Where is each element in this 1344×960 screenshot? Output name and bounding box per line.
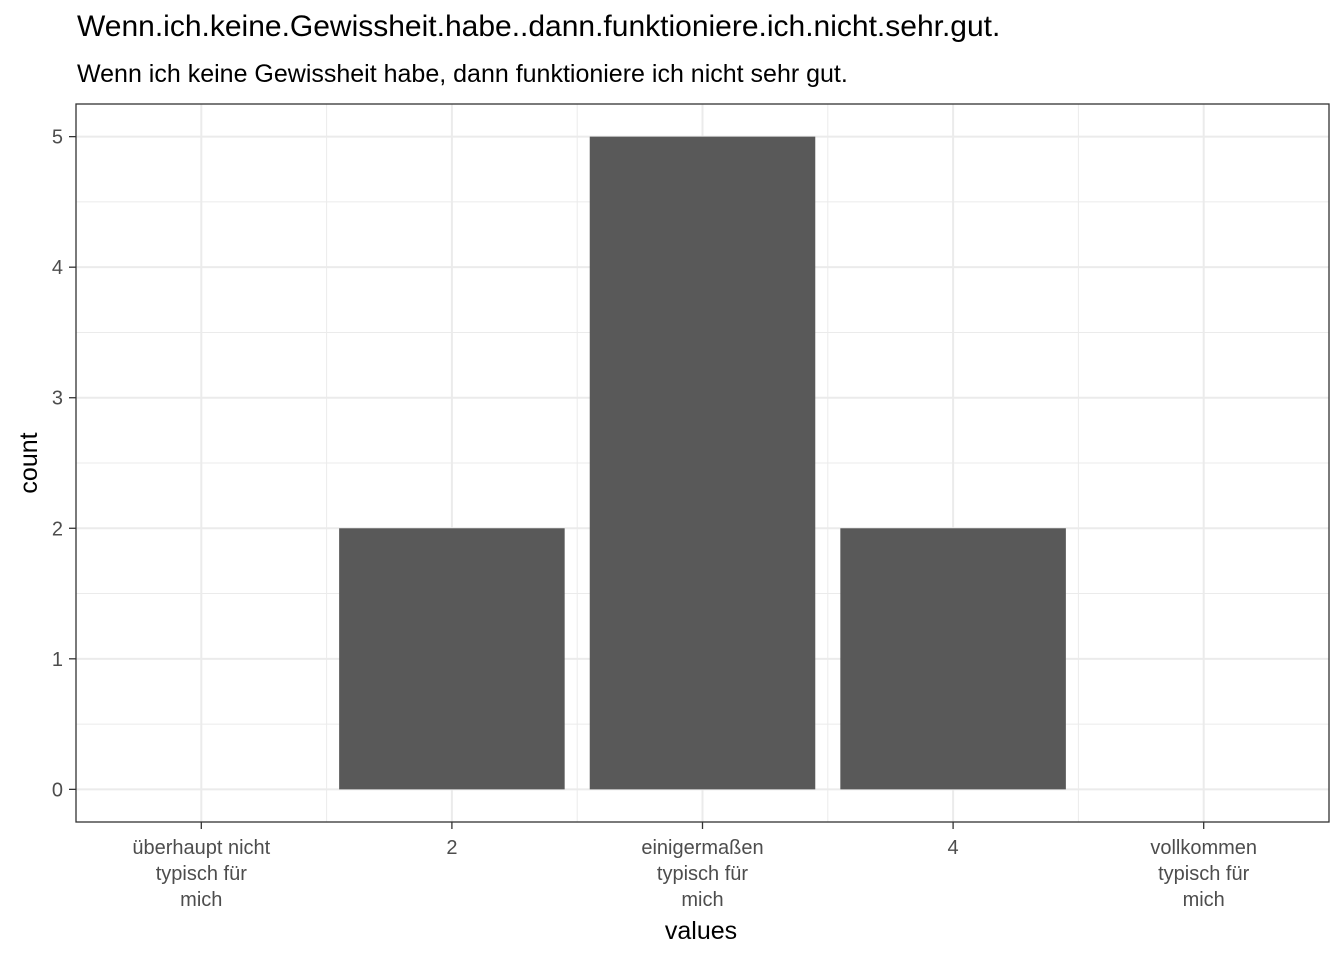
y-tick-label: 1 (52, 649, 63, 671)
y-tick-label: 3 (52, 388, 63, 410)
y-tick-label: 0 (52, 779, 63, 801)
bar (840, 528, 1066, 790)
y-tick-label: 5 (52, 127, 63, 149)
x-axis-title: values (665, 917, 737, 945)
x-tick-label-line: überhaupt nicht (132, 837, 270, 859)
x-tick-label: 2 (446, 837, 457, 859)
chart-subtitle: Wenn ich keine Gewissheit habe, dann fun… (77, 60, 848, 88)
x-axis: überhaupt nicht typisch für mich 2 einigerma… (132, 822, 1257, 911)
bars (339, 136, 1066, 790)
x-tick-label-line: einigermaßen (641, 837, 763, 859)
x-tick-label-line: typisch für (156, 863, 247, 885)
x-tick-label-line: mich (180, 889, 222, 911)
y-tick-label: 2 (52, 518, 63, 540)
y-tick-label: 4 (52, 257, 63, 279)
x-tick-label-line: typisch für (657, 863, 748, 885)
x-tick-label-line: vollkommen (1150, 837, 1257, 859)
x-tick-label-line: mich (681, 889, 723, 911)
x-tick-label: einigermaßen typisch für mich (641, 837, 763, 911)
bar (339, 528, 565, 790)
y-axis-title: count (15, 432, 43, 493)
y-axis: 0 1 2 3 4 5 (52, 127, 76, 801)
x-tick-label: vollkommen typisch für mich (1150, 837, 1257, 911)
chart-title: Wenn.ich.keine.Gewissheit.habe..dann.fun… (77, 10, 1001, 43)
x-tick-label-line: typisch für (1158, 863, 1249, 885)
bar (589, 136, 816, 790)
x-tick-label-line: 2 (446, 837, 457, 859)
x-tick-label: überhaupt nicht typisch für mich (132, 837, 270, 911)
x-tick-label: 4 (948, 837, 959, 859)
x-tick-label-line: mich (1183, 889, 1225, 911)
x-tick-label-line: 4 (948, 837, 959, 859)
